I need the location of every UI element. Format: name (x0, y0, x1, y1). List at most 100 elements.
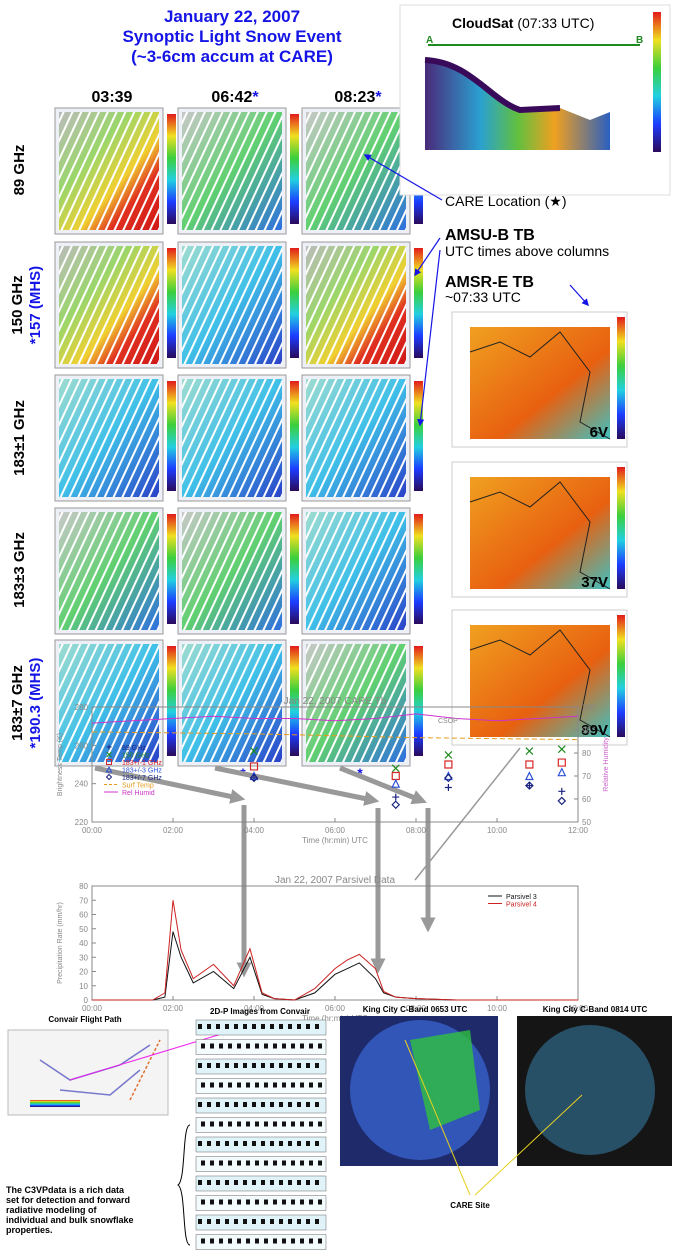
particle (246, 1122, 250, 1127)
particle (198, 1063, 202, 1068)
particle (297, 1063, 301, 1068)
particle (288, 1141, 292, 1146)
paragraph: The C3VPdata is a rich data set for dete… (6, 1185, 136, 1235)
x-tick-label: 02:00 (163, 1004, 184, 1013)
colorbar (653, 12, 661, 152)
probe-strip (196, 1157, 326, 1172)
particle (306, 1141, 310, 1146)
arrow (95, 768, 238, 798)
particle (315, 1102, 319, 1107)
particle (207, 1180, 211, 1185)
particle (309, 1122, 313, 1127)
x-tick-label: 10:00 (487, 826, 508, 835)
particle (216, 1141, 220, 1146)
track-end: B (636, 35, 643, 46)
probe-strip (196, 1235, 326, 1250)
particle (300, 1161, 304, 1166)
row-label: 183±3 GHz (11, 532, 28, 608)
y-tick-label: 20 (79, 968, 88, 977)
particle (291, 1239, 295, 1244)
data-point (392, 801, 399, 808)
particle (216, 1219, 220, 1224)
column-mark: * (375, 89, 382, 106)
row-mhs: *190.3 (MHS) (27, 658, 44, 749)
particle (201, 1044, 205, 1049)
particle (255, 1161, 259, 1166)
colorbar (167, 646, 176, 756)
particle (255, 1200, 259, 1205)
particle (318, 1044, 322, 1049)
y-tick-label: 240 (75, 780, 89, 789)
paragraph-line: radiative modeling of (6, 1205, 98, 1215)
particle (309, 1200, 313, 1205)
y-tick-label: 70 (79, 896, 88, 905)
particle (315, 1063, 319, 1068)
particle (261, 1219, 265, 1224)
y2-tick-label: 100 (582, 703, 596, 712)
particle (282, 1083, 286, 1088)
care-location: CARE Location (★) (445, 193, 566, 209)
particle (270, 1024, 274, 1029)
panel-stripes (182, 644, 282, 762)
particle (318, 1239, 322, 1244)
pointer (570, 285, 588, 305)
particle (291, 1122, 295, 1127)
particle (279, 1102, 283, 1107)
radar-title: King City C-Band 0653 UTC (363, 1005, 468, 1014)
particle (282, 1239, 286, 1244)
map-label: 6V (590, 424, 608, 441)
particle (216, 1180, 220, 1185)
data-point (526, 761, 533, 768)
data-point (558, 746, 565, 753)
chart-note: CSOP (438, 718, 458, 725)
colorbar (290, 514, 299, 624)
data-point (526, 773, 533, 780)
particle (288, 1219, 292, 1224)
particle (252, 1141, 256, 1146)
data-point (558, 759, 565, 766)
panel-stripes (182, 512, 282, 630)
particle (255, 1239, 259, 1244)
x-tick-label: 00:00 (82, 1004, 103, 1013)
x-tick-label: 12:00 (568, 826, 589, 835)
particle (198, 1141, 202, 1146)
particle (264, 1239, 268, 1244)
particle (243, 1180, 247, 1185)
particle (264, 1083, 268, 1088)
panel-stripes (59, 512, 159, 630)
legend-label: 150 GHz (122, 753, 150, 760)
data-point (526, 748, 533, 755)
amsre-maps: 6V37V89V (452, 312, 627, 745)
particle (201, 1161, 205, 1166)
particle (309, 1044, 313, 1049)
particle (219, 1239, 223, 1244)
panel-stripes (59, 112, 159, 230)
particle (207, 1219, 211, 1224)
particle (216, 1024, 220, 1029)
map-label: 37V (581, 574, 608, 591)
paragraph-line: set for detection and forward (6, 1195, 130, 1205)
data-point (558, 788, 565, 795)
particle (279, 1180, 283, 1185)
particle (279, 1141, 283, 1146)
row-mhs: *157 (MHS) (27, 266, 44, 344)
row-label: 183±1 GHz (11, 400, 28, 476)
panel-stripes (306, 379, 406, 497)
particle (219, 1044, 223, 1049)
particle (288, 1102, 292, 1107)
particle (225, 1024, 229, 1029)
particle (318, 1161, 322, 1166)
care-site: CARE Site (450, 1201, 490, 1210)
particle (291, 1200, 295, 1205)
particle (291, 1161, 295, 1166)
particle (288, 1063, 292, 1068)
column-time: 08:23 (334, 89, 375, 106)
data-point (392, 773, 399, 780)
particle (210, 1200, 214, 1205)
panel-grid (55, 108, 423, 766)
y2-tick-label: 80 (582, 749, 591, 758)
particle (261, 1141, 265, 1146)
radar-title: King City C-Band 0814 UTC (543, 1005, 648, 1014)
particle (309, 1083, 313, 1088)
particle (252, 1024, 256, 1029)
